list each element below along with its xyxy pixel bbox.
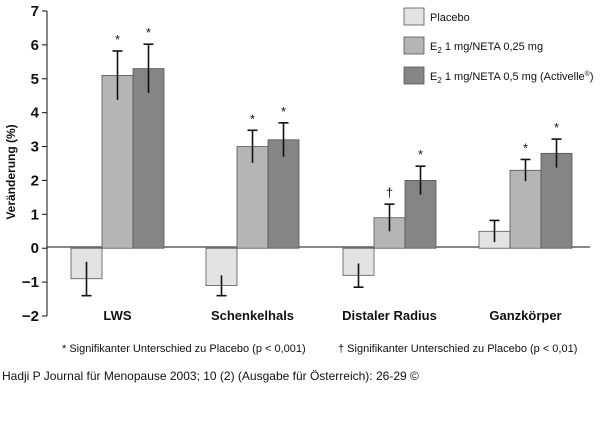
footnote-significance-p01: † Signifikanter Unterschied zu Placebo (… <box>338 343 578 355</box>
significance-marker-series1-3: * <box>523 140 528 155</box>
y-tick-label: −2 <box>22 308 39 325</box>
y-tick-label: 3 <box>31 139 39 156</box>
category-label: LWS <box>103 308 131 323</box>
bar-series1-0 <box>101 74 134 249</box>
legend-label-placebo: Placebo <box>430 12 470 24</box>
legend: Placebo E2 1 mg/NETA 0,25 mg E2 1 mg/NET… <box>403 7 594 85</box>
significance-marker-series1-0: * <box>115 32 120 47</box>
category-labels: LWS Schenkelhals Distaler Radius Ganzkörper <box>103 308 561 323</box>
y-tick-label: 1 <box>31 206 39 223</box>
legend-swatch-low-dose <box>403 36 425 55</box>
bar-series2-0 <box>132 68 165 249</box>
y-axis-title: Veränderung (%) <box>4 124 18 219</box>
category-label: Schenkelhals <box>211 308 294 323</box>
significance-marker-series2-1: * <box>281 104 286 119</box>
y-tick-label: −1 <box>22 274 39 291</box>
significance-marker-series1-1: * <box>250 111 255 126</box>
y-tick-label: 0 <box>31 240 39 257</box>
y-tick-label: 4 <box>31 105 40 122</box>
y-tick-label: 2 <box>31 172 39 189</box>
bar-series1-1 <box>236 146 269 249</box>
y-tick-label: 5 <box>31 71 39 88</box>
significance-marker-series2-3: * <box>554 120 559 135</box>
category-label: Distaler Radius <box>342 308 437 323</box>
category-label: Ganzkörper <box>489 308 561 323</box>
legend-label-low-dose: E2 1 mg/NETA 0,25 mg <box>430 41 543 55</box>
legend-swatch-placebo <box>403 7 425 26</box>
significance-marker-series2-2: * <box>418 147 423 162</box>
bar-series2-2 <box>404 180 437 249</box>
significance-marker-series1-2: † <box>386 185 393 200</box>
footnote-significance-p001: * Signifikanter Unterschied zu Placebo (… <box>62 343 306 355</box>
y-axis: 7 6 5 4 3 2 1 0 −1 −2 <box>22 3 48 325</box>
legend-swatch-high-dose <box>403 66 425 85</box>
y-tick-label: 6 <box>31 37 39 54</box>
bars: * * * * † * * * <box>70 25 573 297</box>
source-citation: Hadji P Journal für Menopause 2003; 10 (… <box>2 369 419 383</box>
legend-label-high-dose: E2 1 mg/NETA 0,5 mg (Activelle®) <box>430 70 594 85</box>
bar-series1-3 <box>509 169 542 249</box>
significance-marker-series2-0: * <box>146 25 151 40</box>
y-tick-label: 7 <box>31 3 39 20</box>
